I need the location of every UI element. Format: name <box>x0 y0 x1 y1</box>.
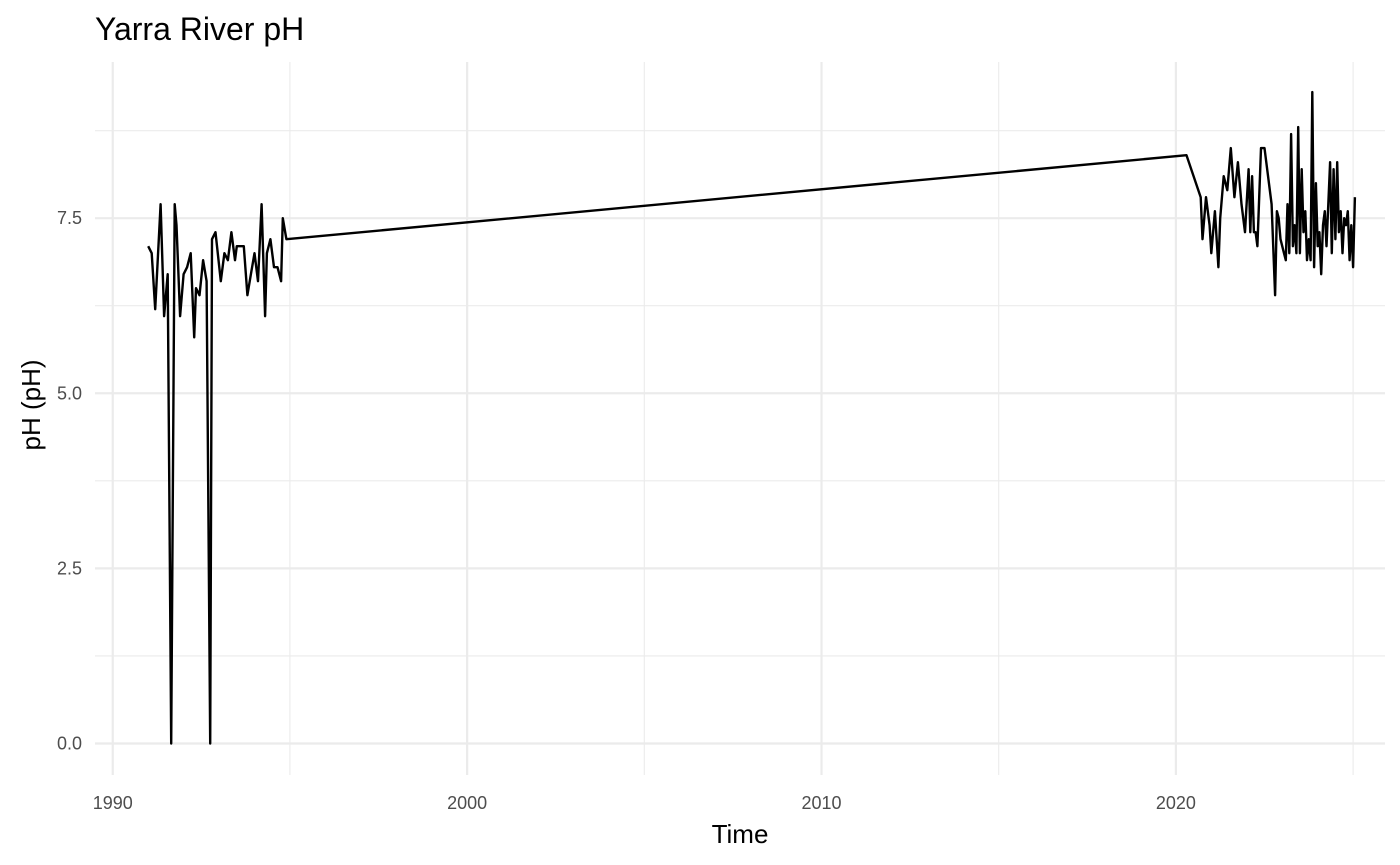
x-tick-label: 1990 <box>93 793 133 813</box>
y-tick-label: 7.5 <box>57 208 82 228</box>
grid-lines <box>95 62 1385 775</box>
ph-series-line <box>147 90 1357 745</box>
x-tick-label: 2000 <box>447 793 487 813</box>
y-tick-label: 2.5 <box>57 558 82 578</box>
y-tick-label: 5.0 <box>57 383 82 403</box>
axis-ticks: 1990 2000 2010 2020 0.0 2.5 5.0 7.5 <box>57 208 1196 813</box>
chart-title: Yarra River pH <box>95 11 304 47</box>
y-axis-title: pH (pH) <box>16 359 46 450</box>
x-tick-label: 2020 <box>1156 793 1196 813</box>
y-tick-label: 0.0 <box>57 733 82 753</box>
x-axis-title: Time <box>712 819 769 849</box>
x-tick-label: 2010 <box>801 793 841 813</box>
